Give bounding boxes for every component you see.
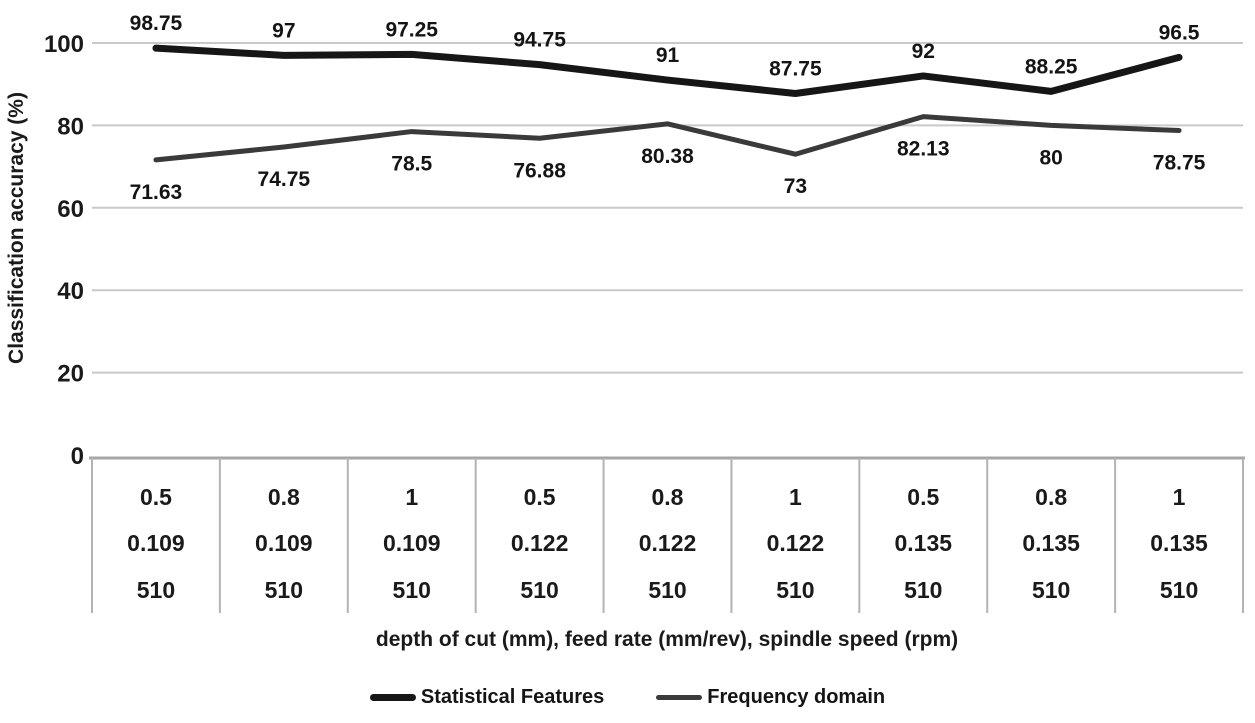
legend: Statistical Features Frequency domain: [0, 686, 1255, 709]
table-cell-value: 0.8: [1035, 484, 1067, 510]
data-label-statistical-features: 94.75: [513, 29, 566, 52]
y-tick-label: 80: [57, 113, 84, 140]
legend-line-swatch: [656, 695, 703, 700]
data-label-statistical-features: 91: [656, 44, 680, 67]
y-tick-label: 20: [57, 361, 84, 388]
data-label-statistical-features: 87.75: [769, 57, 822, 80]
table-cell-value: 0.109: [383, 530, 441, 556]
table-cell-value: 1: [405, 484, 418, 510]
data-label-frequency-domain: 80: [1039, 146, 1062, 169]
table-cell-value: 1: [1173, 484, 1186, 510]
table-cell-value: 0.5: [140, 484, 172, 510]
table-cell-value: 510: [393, 577, 431, 603]
y-axis-title: Classification accuracy (%): [5, 92, 28, 364]
table-cell-value: 0.122: [767, 530, 825, 556]
y-tick-label: 40: [57, 278, 84, 305]
table-cell-value: 510: [904, 577, 942, 603]
table-cell-value: 0.5: [907, 484, 939, 510]
data-label-statistical-features: 97.25: [385, 18, 438, 41]
y-tick-label: 60: [57, 196, 84, 223]
table-cell-value: 510: [265, 577, 303, 603]
table-cell-value: 1: [789, 484, 802, 510]
table-cell-value: 0.122: [511, 530, 569, 556]
data-label-frequency-domain: 73: [784, 175, 807, 198]
data-label-frequency-domain: 71.63: [130, 181, 183, 204]
data-label-statistical-features: 98.75: [130, 12, 183, 35]
data-label-statistical-features: 92: [912, 40, 935, 63]
table-cell-value: 510: [137, 577, 175, 603]
series-line-frequency-domain: [153, 114, 1182, 163]
table-cell-value: 510: [648, 577, 686, 603]
data-label-statistical-features: 96.5: [1159, 21, 1200, 44]
table-cell-value: 0.135: [894, 530, 952, 556]
table-cell-value: 0.5: [524, 484, 556, 510]
y-tick-label: 0: [71, 443, 84, 470]
data-label-frequency-domain: 76.88: [513, 159, 566, 182]
table-cell-value: 0.122: [639, 530, 697, 556]
table-cell-value: 0.135: [1022, 530, 1080, 556]
series-line-statistical-features: [152, 44, 1183, 97]
legend-line-swatch: [369, 694, 416, 701]
data-label-frequency-domain: 78.5: [391, 153, 432, 176]
table-cell-value: 0.109: [255, 530, 313, 556]
table-cell-value: 0.109: [127, 530, 185, 556]
data-label-frequency-domain: 74.75: [258, 168, 311, 191]
table-cell-value: 510: [1032, 577, 1070, 603]
data-label-statistical-features: 88.25: [1025, 55, 1078, 78]
data-label-frequency-domain: 80.38: [641, 145, 694, 168]
y-tick-label: 100: [44, 31, 84, 58]
table-cell-value: 0.135: [1150, 530, 1208, 556]
table-cell-value: 510: [1160, 577, 1198, 603]
x-axis-title: depth of cut (mm), feed rate (mm/rev), s…: [375, 628, 959, 651]
data-label-statistical-features: 97: [272, 19, 295, 42]
data-label-frequency-domain: 78.75: [1153, 152, 1206, 175]
table-cell-value: 0.8: [268, 484, 300, 510]
table-cell-value: 510: [776, 577, 814, 603]
legend-item-statistical-features: Statistical Features: [369, 686, 605, 709]
table-cell-value: 0.8: [652, 484, 684, 510]
legend-label: Statistical Features: [420, 686, 605, 708]
legend-item-frequency-domain: Frequency domain: [656, 686, 885, 709]
table-cell-value: 510: [520, 577, 558, 603]
legend-label: Frequency domain: [707, 686, 886, 708]
data-label-frequency-domain: 82.13: [897, 138, 950, 161]
